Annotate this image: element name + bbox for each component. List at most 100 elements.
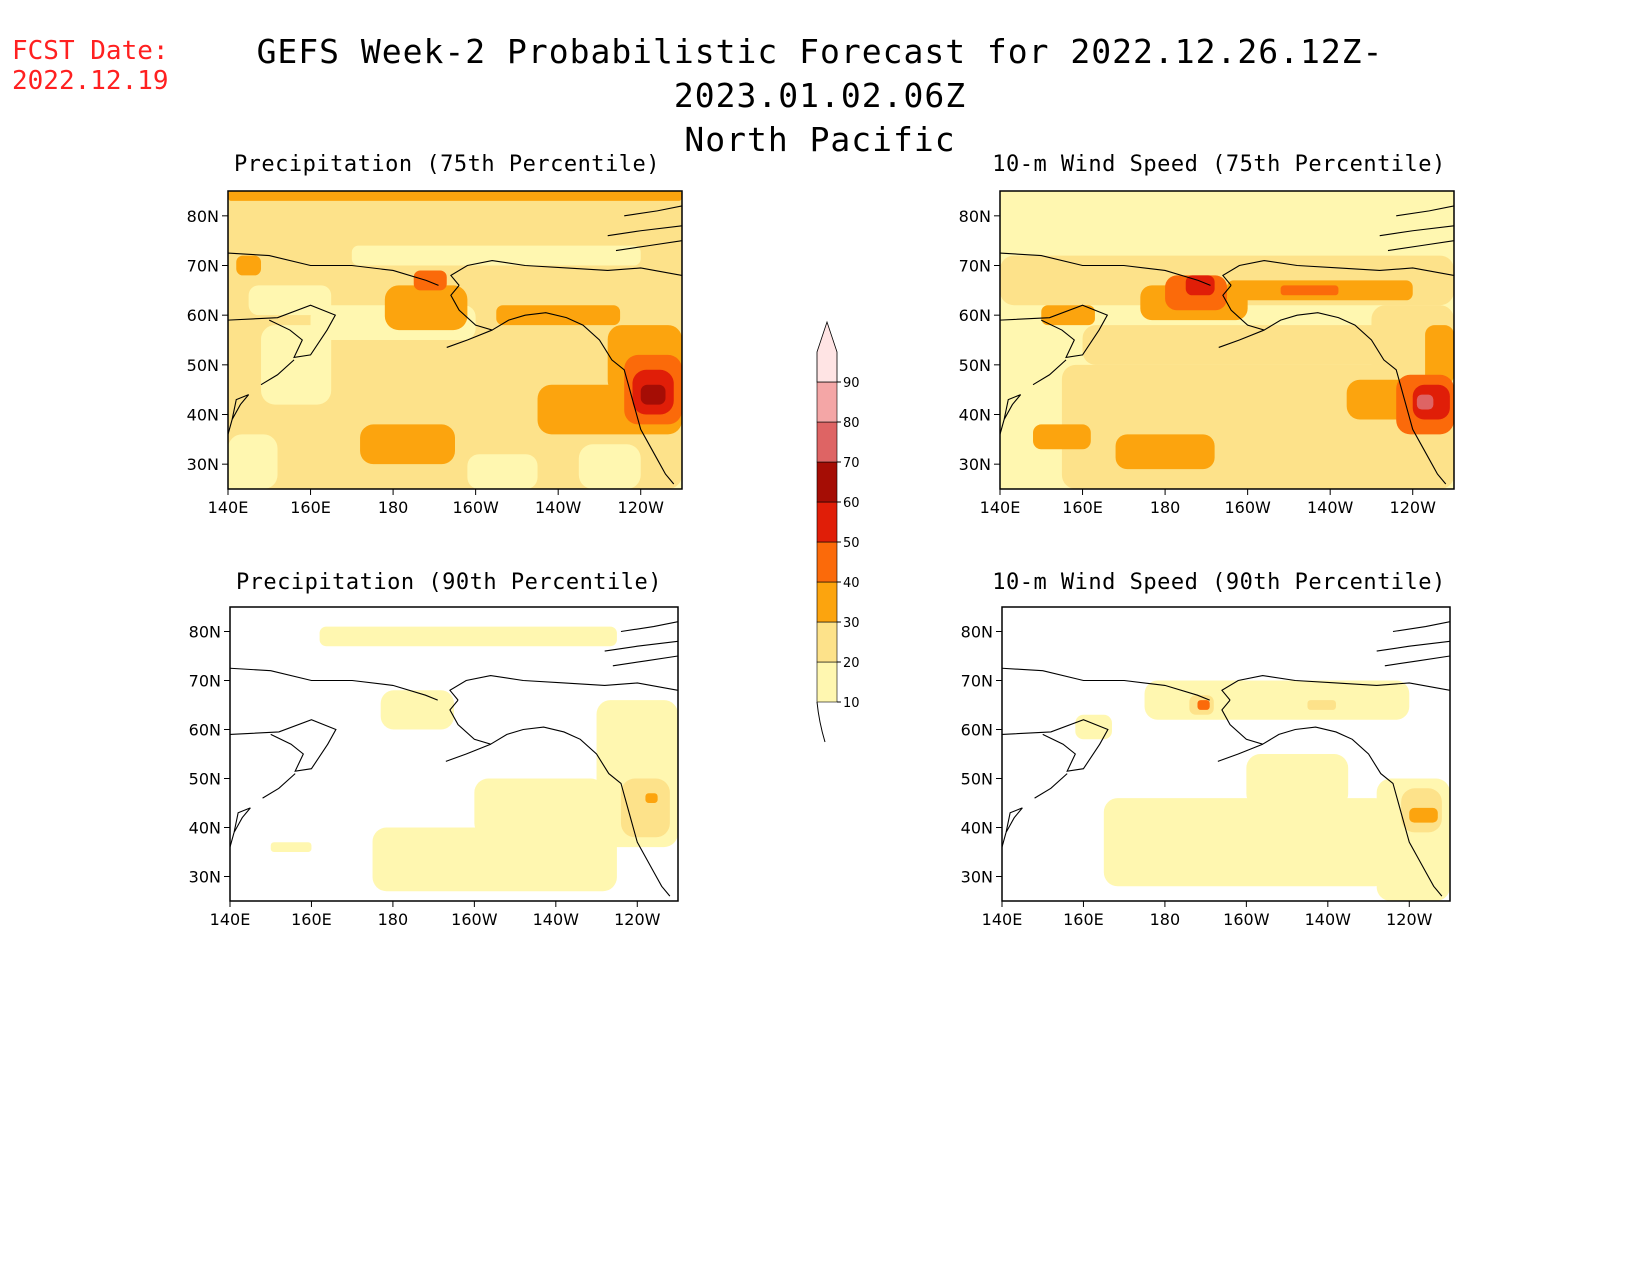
probability-shading: [228, 191, 682, 489]
lon-tick-label: 140W: [535, 498, 582, 517]
colorbar: 10 20 30 40 50 60 70 80 90: [816, 320, 860, 743]
coastline-segment: [607, 225, 682, 237]
probability-region: [474, 778, 605, 838]
lat-tick-label: 40N: [189, 819, 221, 838]
lat-tick-label: 60N: [189, 721, 221, 740]
panel-title-wind-75: 10-m Wind Speed (75th Percentile): [992, 152, 1446, 177]
coastline-segment: [1002, 667, 1210, 701]
probability-region: [228, 434, 278, 489]
coastline-segment: [1396, 205, 1454, 217]
panel-title-precip-75: Precipitation (75th Percentile): [233, 152, 661, 177]
lon-tick-label: 140E: [982, 910, 1023, 929]
lon-tick-label: 140W: [533, 910, 580, 929]
panel-title-wind-90: 10-m Wind Speed (90th Percentile): [992, 570, 1446, 595]
colorbar-swatch: [816, 541, 838, 583]
lon-tick-label: 140E: [980, 498, 1021, 517]
probability-region: [413, 270, 447, 291]
probability-region: [467, 454, 538, 489]
lat-tick-label: 30N: [959, 455, 991, 474]
lat-tick-label: 70N: [961, 672, 993, 691]
lon-tick-label: 160W: [1224, 498, 1271, 517]
lon-tick-label: 160W: [1223, 910, 1270, 929]
coastline-segment: [1384, 655, 1450, 667]
lat-tick-label: 60N: [961, 721, 993, 740]
coastline-segment: [1032, 359, 1067, 386]
coastline-segment: [1218, 329, 1265, 348]
probability-region: [261, 325, 332, 405]
forecast-date-value: 2022.12.19: [12, 66, 169, 96]
colorbar-label: 40: [843, 576, 860, 591]
lon-tick-label: 140E: [208, 498, 249, 517]
coastline-segment: [1392, 621, 1450, 633]
probability-region: [270, 842, 312, 852]
forecast-date-label: FCST Date:: [12, 36, 169, 66]
map-panel-precip-90: 80N 70N 60N 50N 40N 30N 140E 160E 180 160W 140W 120…: [189, 606, 679, 929]
probability-region: [1307, 700, 1336, 710]
colorbar-swatch: [816, 621, 838, 663]
lon-tick-label: 120W: [618, 498, 665, 517]
lat-tick-label: 70N: [187, 257, 219, 276]
lon-tick-label: 160E: [1062, 498, 1103, 517]
probability-shading: [230, 607, 678, 901]
coastline-segment: [262, 773, 296, 799]
coastline-segment: [1221, 675, 1450, 701]
coastline-segment: [1376, 640, 1450, 652]
lon-tick-label: 160E: [290, 498, 331, 517]
probability-region: [1246, 754, 1349, 808]
coastline-segment: [228, 394, 250, 435]
lat-tick-label: 30N: [961, 868, 993, 887]
coastline-segment: [450, 259, 682, 286]
probability-region: [1197, 700, 1210, 710]
lon-tick-label: 180: [1150, 498, 1181, 517]
lat-tick-label: 40N: [187, 406, 219, 425]
probability-region: [1416, 394, 1434, 410]
lat-tick-label: 50N: [187, 356, 219, 375]
coastline-segment: [230, 667, 438, 701]
lat-tick-label: 80N: [189, 623, 221, 642]
lon-tick-label: 140W: [1307, 498, 1354, 517]
colorbar-label: 90: [843, 376, 860, 391]
coastline-segment: [604, 640, 678, 652]
colorbar-swatch: [816, 501, 838, 543]
lat-tick-label: 70N: [189, 672, 221, 691]
colorbar-lower-end: [816, 701, 826, 743]
probability-region: [1082, 325, 1393, 365]
probability-region: [236, 255, 262, 276]
lon-tick-label: 180: [1150, 910, 1181, 929]
coastline-segment: [449, 675, 678, 701]
coastline-segment: [1222, 285, 1447, 485]
probability-region: [1115, 434, 1215, 470]
coastline-segment: [1000, 252, 1211, 286]
coastline: [228, 205, 682, 485]
forecast-date-block: FCST Date: 2022.12.19: [12, 36, 169, 96]
coastline-segment: [1222, 259, 1454, 286]
probability-region: [1075, 714, 1112, 740]
colorbar-label: 80: [843, 416, 860, 431]
coastline-segment: [230, 719, 337, 772]
lon-tick-label: 160E: [1063, 910, 1104, 929]
probability-region: [248, 285, 332, 316]
lat-tick-label: 40N: [961, 819, 993, 838]
lon-tick-label: 120W: [1390, 498, 1437, 517]
map-frame: [1001, 606, 1451, 902]
coastline-segment: [446, 329, 493, 348]
probability-region: [1185, 275, 1215, 296]
lon-tick-label: 180: [378, 910, 409, 929]
colorbar-label: 30: [843, 616, 860, 631]
probability-region: [640, 384, 666, 405]
coastline-segment: [1002, 807, 1023, 848]
lon-tick-label: 120W: [614, 910, 661, 929]
coastline-segment: [1217, 743, 1263, 762]
coastline-segment: [1000, 304, 1109, 359]
colorbar-swatch: [816, 320, 838, 383]
map-panel-wind-90: 80N 70N 60N 50N 40N 30N 140E 160E 180 160W 140W 120…: [961, 606, 1451, 929]
coastline: [1002, 621, 1450, 897]
probability-shading: [1000, 191, 1454, 489]
coastline: [1000, 205, 1454, 485]
probability-region: [645, 793, 658, 803]
probability-region: [380, 690, 454, 730]
lat-tick-label: 50N: [189, 770, 221, 789]
colorbar-swatch: [816, 581, 838, 623]
probability-region: [578, 444, 641, 489]
